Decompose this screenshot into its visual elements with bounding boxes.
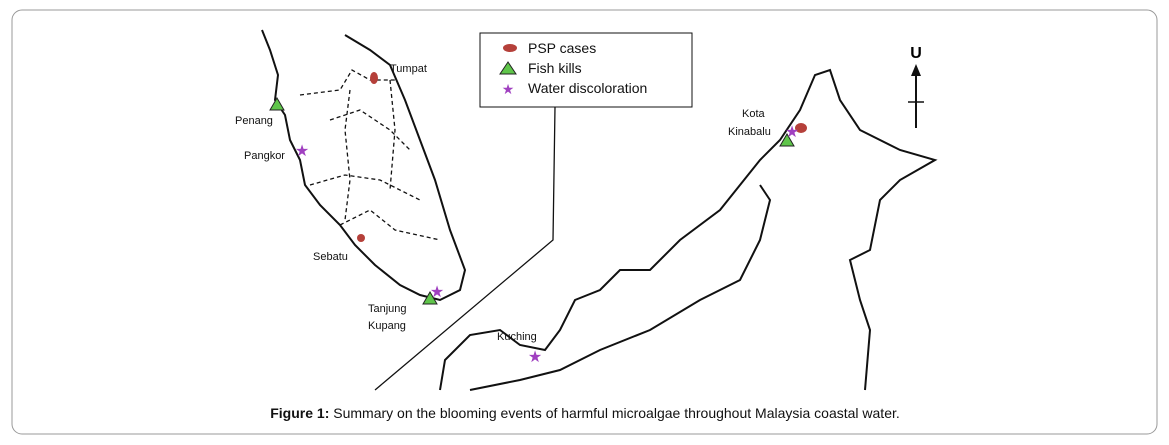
peninsula-coast xyxy=(261,29,467,302)
place-label: Tanjung xyxy=(368,303,407,315)
legend-symbol xyxy=(503,44,517,52)
legend: PSP cases Fish kills ★ Water discolorati… xyxy=(479,32,693,108)
legend-label: Water discoloration xyxy=(528,80,647,96)
caption-text: Summary on the blooming events of harmfu… xyxy=(329,405,899,421)
discoloration-marker: ★ xyxy=(295,143,309,160)
place-label: Kuching xyxy=(497,331,537,343)
discoloration-marker: ★ xyxy=(528,349,542,366)
map xyxy=(261,29,938,391)
place-label: Sebatu xyxy=(313,251,348,263)
borneo-coast xyxy=(439,68,938,391)
legend-label: Fish kills xyxy=(528,60,582,76)
compass-label: U xyxy=(910,45,922,62)
place-label: Kupang xyxy=(368,320,406,332)
figure-frame xyxy=(11,9,1158,435)
psp-marker xyxy=(370,72,378,84)
borneo-border xyxy=(469,184,772,391)
place-label: Kinabalu xyxy=(728,126,771,138)
caption-label: Figure 1: xyxy=(270,405,329,421)
state-borders xyxy=(299,69,441,241)
legend-label: PSP cases xyxy=(528,40,596,56)
fish-kill-marker xyxy=(422,291,438,305)
inset-line xyxy=(374,106,556,391)
place-label: Penang xyxy=(235,115,273,127)
caption: Figure 1: Summary on the blooming events… xyxy=(270,405,900,421)
markers: ★ ★ ★ ★ xyxy=(269,72,807,366)
legend-symbol: ★ xyxy=(502,81,515,97)
place-labels: Tumpat Penang Pangkor Sebatu Tanjung Kup… xyxy=(235,63,771,343)
fish-kill-marker xyxy=(779,133,795,147)
legend-box xyxy=(479,32,693,108)
fish-kill-marker xyxy=(269,97,285,111)
psp-marker xyxy=(795,123,807,133)
place-label: Kota xyxy=(742,108,766,120)
discoloration-marker: ★ xyxy=(430,284,444,301)
compass-head xyxy=(911,64,921,76)
psp-marker xyxy=(357,234,365,242)
legend-symbol xyxy=(499,61,517,75)
compass: U xyxy=(908,45,924,128)
place-label: Pangkor xyxy=(244,150,285,162)
discoloration-marker: ★ xyxy=(785,124,799,141)
place-label: Tumpat xyxy=(390,63,427,75)
